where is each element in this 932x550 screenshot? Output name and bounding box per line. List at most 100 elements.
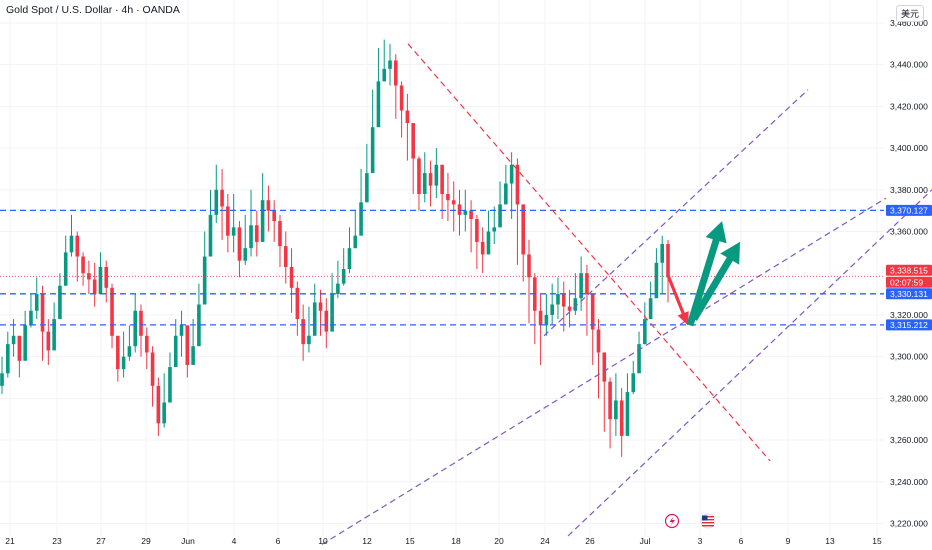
candle-body	[324, 310, 329, 332]
candle-body	[46, 331, 51, 351]
candle-body	[34, 294, 39, 311]
candle-body	[266, 200, 271, 211]
candle-body	[127, 346, 132, 357]
y-tick-label: 3,400.000	[890, 143, 928, 153]
y-tick-label: 3,260.000	[890, 435, 928, 445]
candle-body	[29, 310, 33, 326]
channel-upper-line[interactable]	[543, 89, 809, 337]
candle-body	[388, 60, 392, 69]
candlestick-series	[0, 39, 670, 457]
candle-body	[451, 200, 456, 205]
candle-body	[214, 189, 219, 215]
arrow-up[interactable]	[686, 221, 727, 327]
candle-body	[643, 319, 647, 345]
candle-body	[631, 373, 636, 393]
candle-body	[538, 310, 543, 326]
candle-body	[121, 356, 126, 370]
candle-body	[509, 164, 514, 184]
price-badge-label: 02:07:59	[890, 277, 923, 287]
candle-body	[573, 298, 578, 311]
candle-body	[544, 314, 549, 326]
candle-body	[0, 373, 4, 386]
y-tick-label: 3,280.000	[890, 393, 928, 403]
x-tick-label: Jul	[640, 536, 651, 546]
candle-body	[428, 173, 433, 186]
candle-body	[365, 173, 369, 203]
x-tick-label: 6	[739, 536, 744, 546]
candle-body	[139, 310, 143, 336]
drawing-overlays[interactable]	[0, 43, 932, 545]
candle-body	[133, 310, 137, 347]
x-tick-label: 12	[362, 536, 372, 546]
candle-body	[486, 231, 491, 255]
arrow-down[interactable]	[666, 274, 689, 326]
arrow-up[interactable]	[691, 241, 740, 321]
candle-body	[81, 256, 85, 274]
candle-body	[411, 123, 415, 159]
price-badge-level	[886, 319, 932, 331]
candle-body	[226, 206, 230, 236]
x-tick-label: 13	[825, 536, 835, 546]
candle-body	[614, 400, 618, 420]
candle-body	[17, 335, 22, 361]
candle-body	[417, 158, 421, 194]
candle-body	[92, 279, 97, 295]
candle-body	[590, 294, 595, 330]
x-tick-label: 29	[141, 536, 151, 546]
price-badge-countdown	[886, 276, 932, 288]
chart-grid	[0, 0, 884, 536]
candle-body	[75, 235, 80, 257]
x-tick-label: 15	[405, 536, 415, 546]
candle-body	[492, 227, 497, 232]
candle-body	[197, 304, 201, 347]
downtrend-line[interactable]	[407, 43, 771, 462]
event-icons[interactable]	[664, 513, 716, 529]
candle-body	[550, 304, 554, 315]
candle-body	[504, 183, 508, 205]
channel-lower-line[interactable]	[567, 189, 932, 537]
candle-body	[405, 110, 410, 124]
currency-button[interactable]: 美元	[895, 5, 924, 22]
x-tick-label: 26	[585, 536, 595, 546]
price-badges: 3,370.127 3,338.515 02:07:59 3,330.131 3,315…	[886, 204, 932, 331]
candle-body	[382, 68, 387, 82]
y-tick-label: 3,360.000	[890, 227, 928, 237]
lightning-icon[interactable]	[664, 513, 680, 529]
candle-body	[353, 235, 358, 249]
y-tick-label: 3,220.000	[890, 518, 928, 528]
x-tick-label: 18	[451, 536, 461, 546]
y-tick-label: 3,320.000	[890, 310, 928, 320]
candle-body	[422, 173, 427, 194]
x-tick-label: 15	[872, 536, 882, 546]
candle-body	[619, 400, 624, 436]
candle-body	[370, 127, 375, 174]
candle-body	[110, 287, 114, 336]
candle-body	[666, 244, 670, 278]
candle-body	[11, 335, 16, 345]
candle-body	[307, 335, 311, 345]
candle-body	[625, 392, 630, 436]
x-tick-label: 3	[698, 536, 703, 546]
candle-body	[527, 254, 531, 278]
x-tick-label: 21	[5, 536, 15, 546]
candle-body	[660, 244, 665, 263]
price-badge-level	[886, 204, 932, 216]
candle-body	[475, 218, 479, 242]
candle-body	[556, 294, 560, 305]
candle-body	[179, 325, 184, 336]
x-tick-label: 4	[232, 536, 237, 546]
time-axis[interactable]: 21 23 27 29 Jun 4 6 10 12 15 18 20 24 26 Jul 3 6 9 13 15	[5, 536, 882, 546]
candle-body	[602, 352, 607, 382]
candle-body	[521, 204, 526, 255]
candle-body	[168, 367, 172, 403]
us-flag-icon[interactable]	[700, 513, 716, 529]
y-tick-label: 3,240.000	[890, 477, 928, 487]
candle-body	[202, 256, 207, 305]
candle-body	[336, 283, 340, 295]
channel-middle-line[interactable]	[321, 197, 887, 545]
price-axis[interactable]: 3,460.000 3,440.000 3,420.000 3,400.000 3,38…	[890, 18, 928, 529]
candle-body	[116, 335, 120, 370]
candle-body	[162, 402, 166, 424]
candle-body	[440, 164, 444, 194]
